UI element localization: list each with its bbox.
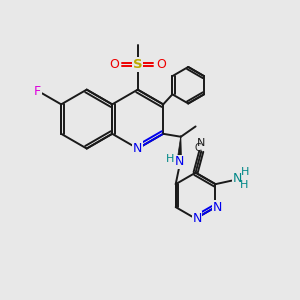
Text: O: O	[109, 58, 119, 71]
Text: N: N	[192, 212, 202, 225]
Text: O: O	[156, 58, 166, 71]
Text: F: F	[34, 85, 41, 98]
Text: N: N	[197, 138, 206, 148]
Text: N: N	[133, 142, 142, 155]
Text: H: H	[241, 167, 250, 177]
Polygon shape	[177, 135, 182, 159]
Text: H: H	[166, 154, 174, 164]
Text: N: N	[232, 172, 242, 185]
Text: H: H	[240, 180, 248, 190]
Text: N: N	[175, 155, 184, 168]
Text: N: N	[212, 201, 222, 214]
Text: C: C	[194, 143, 201, 153]
Text: S: S	[133, 58, 142, 71]
